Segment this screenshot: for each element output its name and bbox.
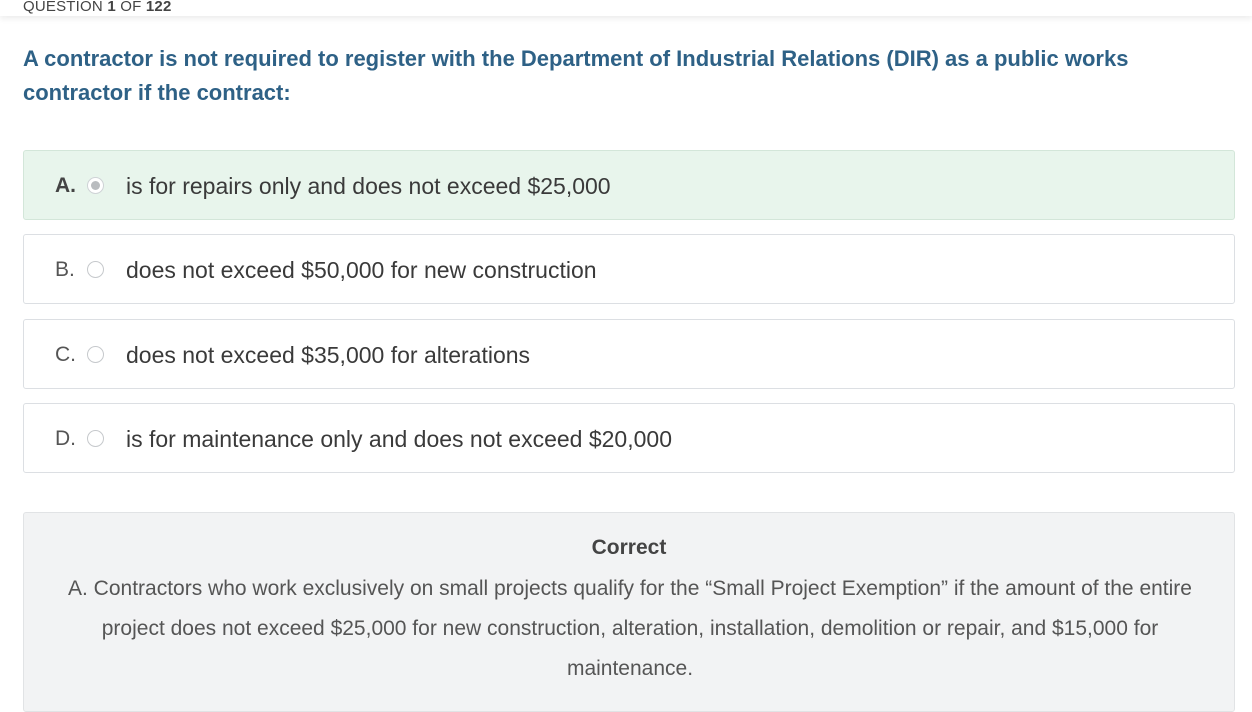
top-bar: QUESTION 1 OF 122 — [0, 0, 1252, 16]
counter-current: 1 — [107, 0, 116, 15]
option-a[interactable]: A. is for repairs only and does not exce… — [23, 150, 1235, 220]
answer-feedback: Correct A. Contractors who work exclusiv… — [23, 512, 1235, 712]
option-c-text: does not exceed $35,000 for alterations — [126, 342, 531, 368]
option-d[interactable]: D. is for maintenance only and does not … — [23, 403, 1235, 473]
counter-prefix: QUESTION — [23, 0, 103, 15]
question-text: A contractor is not required to register… — [23, 46, 1129, 105]
option-c-radio[interactable] — [87, 346, 104, 363]
option-a-letter: A. — [55, 174, 76, 197]
option-c[interactable]: C. does not exceed $35,000 for alteratio… — [23, 319, 1235, 389]
question-counter: QUESTION 1 OF 122 — [23, 0, 172, 16]
option-b-letter: B. — [55, 258, 75, 281]
feedback-title: Correct — [591, 536, 667, 559]
counter-of: OF — [120, 0, 142, 15]
option-d-radio[interactable] — [87, 430, 104, 447]
option-b[interactable]: B. does not exceed $50,000 for new const… — [23, 234, 1235, 304]
option-b-radio[interactable] — [87, 261, 104, 278]
option-b-text: does not exceed $50,000 for new construc… — [126, 257, 597, 283]
option-d-letter: D. — [55, 427, 76, 450]
option-c-letter: C. — [55, 343, 76, 366]
feedback-explanation: A. Contractors who work exclusively on s… — [68, 577, 1192, 680]
option-a-text: is for repairs only and does not exceed … — [126, 173, 611, 199]
option-d-text: is for maintenance only and does not exc… — [126, 426, 672, 452]
counter-total: 122 — [145, 0, 172, 15]
option-a-radio[interactable] — [87, 177, 104, 194]
